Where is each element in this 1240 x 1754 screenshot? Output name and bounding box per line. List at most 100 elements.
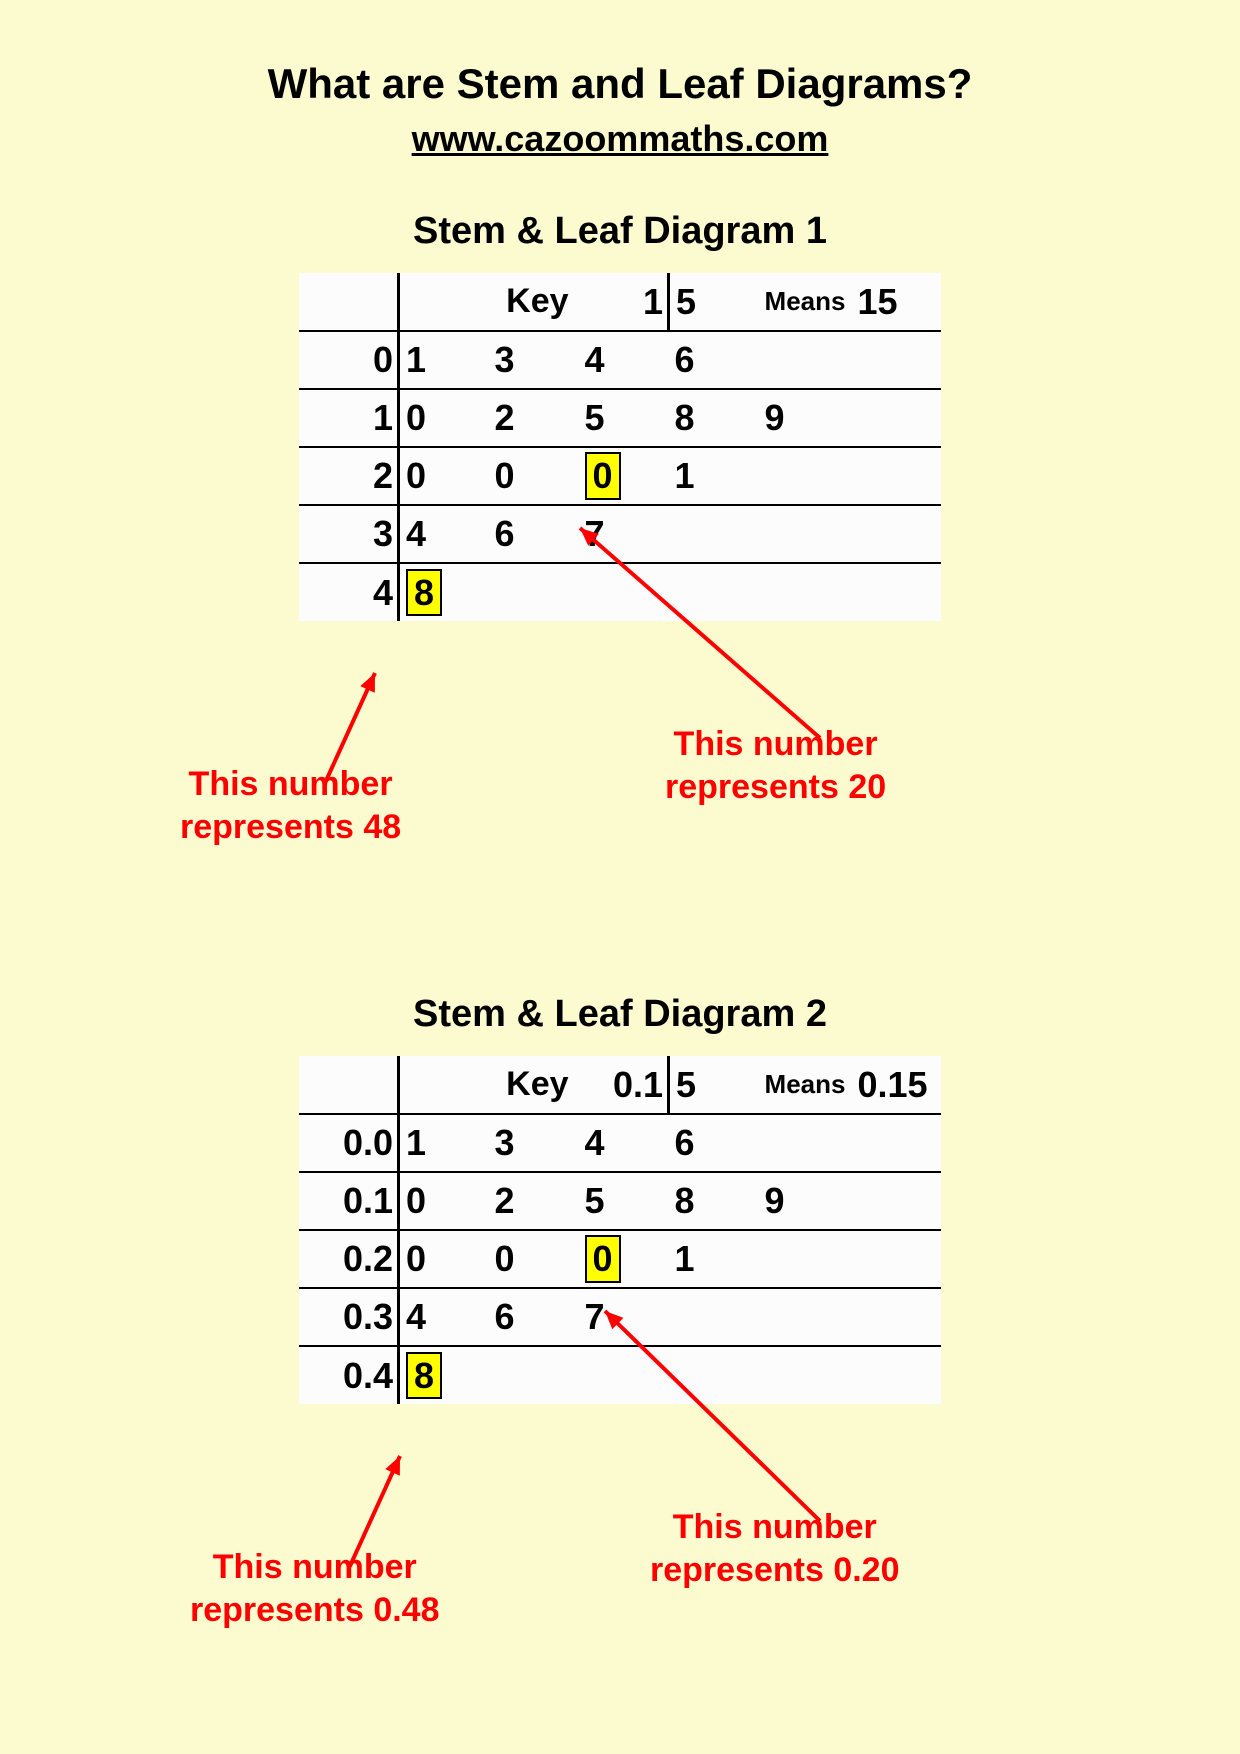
diagram2-leaf-4-0: 8 [399, 1346, 489, 1404]
diagram1-key-spacer [399, 273, 489, 331]
diagram2-leaf-1-0: 0 [399, 1172, 489, 1230]
diagram2-leaf-4-4 [759, 1346, 852, 1404]
diagram2-leaf-1-3: 8 [669, 1172, 759, 1230]
diagram1-leaf-4-3 [669, 563, 759, 621]
diagram2-leaf-4-3 [669, 1346, 759, 1404]
diagram1-key-empty-stem [299, 273, 399, 331]
diagram1-leaf-3-1: 6 [489, 505, 579, 563]
diagram2-leaf-0-1: 3 [489, 1114, 579, 1172]
diagram2-table: Key0.15Means0.150.013460.1025890.200010.… [299, 1056, 942, 1404]
diagram2-key-empty-stem [299, 1056, 399, 1114]
diagram1-leaf-0-4 [759, 331, 852, 389]
diagram1-key-means-label: Means [759, 273, 852, 331]
diagram1-leaf-3-5 [851, 505, 941, 563]
diagram2-stem-2: 0.2 [299, 1230, 399, 1288]
diagram1-leaf-1-0: 0 [399, 389, 489, 447]
diagram1-stem-4: 4 [299, 563, 399, 621]
diagram2-leaf-2-3: 1 [669, 1230, 759, 1288]
diagram1-leaf-1-5 [851, 389, 941, 447]
diagram2-key-leaf: 5 [669, 1056, 759, 1114]
diagram2-leaf-4-2 [579, 1346, 669, 1404]
diagram2-stem-4: 0.4 [299, 1346, 399, 1404]
diagram2-annot-left: This number represents 0.48 [190, 1546, 440, 1631]
diagram2-leaf-2-4 [759, 1230, 852, 1288]
diagram2-leaf-3-3 [669, 1288, 759, 1346]
diagram2-leaf-1-5 [851, 1172, 941, 1230]
diagram1-annot-left: This number represents 48 [180, 763, 401, 848]
diagram2-leaf-3-1: 6 [489, 1288, 579, 1346]
diagram1-leaf-3-4 [759, 505, 852, 563]
diagram2-leaf-1-4: 9 [759, 1172, 852, 1230]
diagram1-leaf-0-3: 6 [669, 331, 759, 389]
diagram1-leaf-4-1 [489, 563, 579, 621]
diagram1-leaf-3-2: 7 [579, 505, 669, 563]
diagram2-stem-0: 0.0 [299, 1114, 399, 1172]
diagram2-key-label: Key [489, 1056, 579, 1114]
diagram1-key-label: Key [489, 273, 579, 331]
diagram1-leaf-0-2: 4 [579, 331, 669, 389]
diagram1-key-means-value: 15 [851, 273, 941, 331]
diagram1-leaf-0-0: 1 [399, 331, 489, 389]
diagram1-wrap: Key15Means150134610258920001346748This n… [120, 273, 1120, 873]
diagram2-leaf-2-2: 0 [579, 1230, 669, 1288]
diagram2-leaf-0-0: 1 [399, 1114, 489, 1172]
diagram1-leaf-3-0: 4 [399, 505, 489, 563]
diagram2-leaf-3-0: 4 [399, 1288, 489, 1346]
diagram1-leaf-1-4: 9 [759, 389, 852, 447]
diagram2-leaf-2-0: 0 [399, 1230, 489, 1288]
diagram2-leaf-4-5 [851, 1346, 941, 1404]
diagram2-highlight: 8 [406, 1352, 442, 1399]
diagram2-leaf-1-2: 5 [579, 1172, 669, 1230]
diagram2-annot-right: This number represents 0.20 [650, 1506, 900, 1591]
diagram1-leaf-1-1: 2 [489, 389, 579, 447]
diagram2-leaf-1-1: 2 [489, 1172, 579, 1230]
diagram2-title: Stem & Leaf Diagram 2 [50, 993, 1190, 1036]
diagram2-leaf-4-1 [489, 1346, 579, 1404]
diagram2-leaf-0-2: 4 [579, 1114, 669, 1172]
diagram2-stem-3: 0.3 [299, 1288, 399, 1346]
diagram1-leaf-2-5 [851, 447, 941, 505]
diagram2-leaf-3-2: 7 [579, 1288, 669, 1346]
diagram1-stem-0: 0 [299, 331, 399, 389]
diagram2-key-spacer [399, 1056, 489, 1114]
diagram2-key-means-label: Means [759, 1056, 852, 1114]
diagram1-leaf-2-3: 1 [669, 447, 759, 505]
diagram2-leaf-0-4 [759, 1114, 852, 1172]
diagram2-key-means-value: 0.15 [851, 1056, 941, 1114]
diagram1-leaf-2-0: 0 [399, 447, 489, 505]
diagram2-wrap: Key0.15Means0.150.013460.1025890.200010.… [120, 1056, 1120, 1656]
diagram1-leaf-2-1: 0 [489, 447, 579, 505]
diagram1-title: Stem & Leaf Diagram 1 [50, 210, 1190, 253]
diagram1-leaf-4-5 [851, 563, 941, 621]
diagram1-leaf-4-2 [579, 563, 669, 621]
diagram1-stem-2: 2 [299, 447, 399, 505]
diagram1-key-stem: 1 [579, 273, 669, 331]
diagram1-highlight: 8 [406, 569, 442, 616]
diagram2-leaf-2-5 [851, 1230, 941, 1288]
diagram1-stem-1: 1 [299, 389, 399, 447]
diagram2-leaf-3-4 [759, 1288, 852, 1346]
diagram2-highlight: 0 [585, 1235, 621, 1282]
diagram1-leaf-3-3 [669, 505, 759, 563]
diagram1-table: Key15Means150134610258920001346748 [299, 273, 942, 621]
diagram1-highlight: 0 [585, 452, 621, 499]
diagram1-leaf-4-0: 8 [399, 563, 489, 621]
page-title: What are Stem and Leaf Diagrams? [50, 60, 1190, 108]
diagram1-leaf-1-3: 8 [669, 389, 759, 447]
page-subtitle: www.cazoommaths.com [50, 118, 1190, 160]
diagram1-leaf-4-4 [759, 563, 852, 621]
diagram1-stem-3: 3 [299, 505, 399, 563]
diagram1-leaf-2-2: 0 [579, 447, 669, 505]
diagram2-leaf-3-5 [851, 1288, 941, 1346]
diagram1-leaf-0-1: 3 [489, 331, 579, 389]
diagram2-stem-1: 0.1 [299, 1172, 399, 1230]
diagram2-key-stem: 0.1 [579, 1056, 669, 1114]
diagram1-annot-right: This number represents 20 [665, 723, 886, 808]
diagram1-leaf-1-2: 5 [579, 389, 669, 447]
diagram1-leaf-0-5 [851, 331, 941, 389]
diagram2-leaf-0-3: 6 [669, 1114, 759, 1172]
diagram2-leaf-0-5 [851, 1114, 941, 1172]
diagram1-leaf-2-4 [759, 447, 852, 505]
diagram2-leaf-2-1: 0 [489, 1230, 579, 1288]
worksheet-page: What are Stem and Leaf Diagrams? www.caz… [0, 0, 1240, 1754]
